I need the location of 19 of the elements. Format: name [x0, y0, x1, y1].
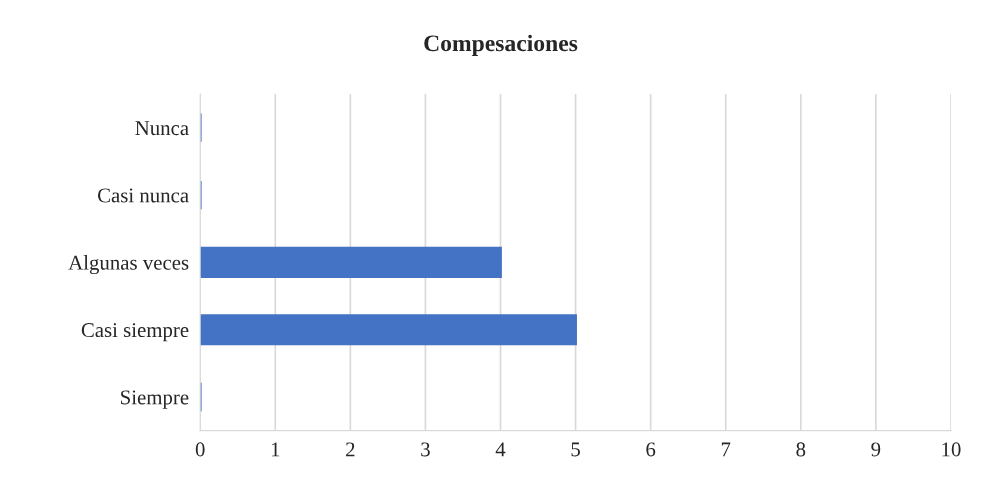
- y-tick-label: Siempre: [121, 390, 189, 409]
- x-tick-label: 6: [646, 442, 656, 457]
- x-tick-label: 0: [195, 442, 205, 457]
- bar: [200, 314, 577, 346]
- x-tick-label: 7: [721, 442, 731, 457]
- y-tick-label: Casi siempre: [81, 323, 189, 342]
- x-tick-label: 5: [571, 442, 580, 457]
- x-tick-label: 8: [796, 442, 806, 457]
- x-tick-label: 10: [942, 442, 961, 457]
- bar: [200, 246, 502, 278]
- x-tick-label: 1: [271, 442, 280, 457]
- y-tick-label: Algunas veces: [68, 255, 189, 275]
- chart-title: Compesaciones: [424, 34, 578, 57]
- x-tick-label: 9: [871, 442, 881, 457]
- x-tick-label: 3: [421, 442, 430, 457]
- x-tick-label: 4: [495, 442, 506, 457]
- x-tick-label: 2: [346, 442, 355, 457]
- y-tick-label: Nunca: [135, 121, 189, 136]
- y-tick-label: Casi nunca: [97, 188, 189, 203]
